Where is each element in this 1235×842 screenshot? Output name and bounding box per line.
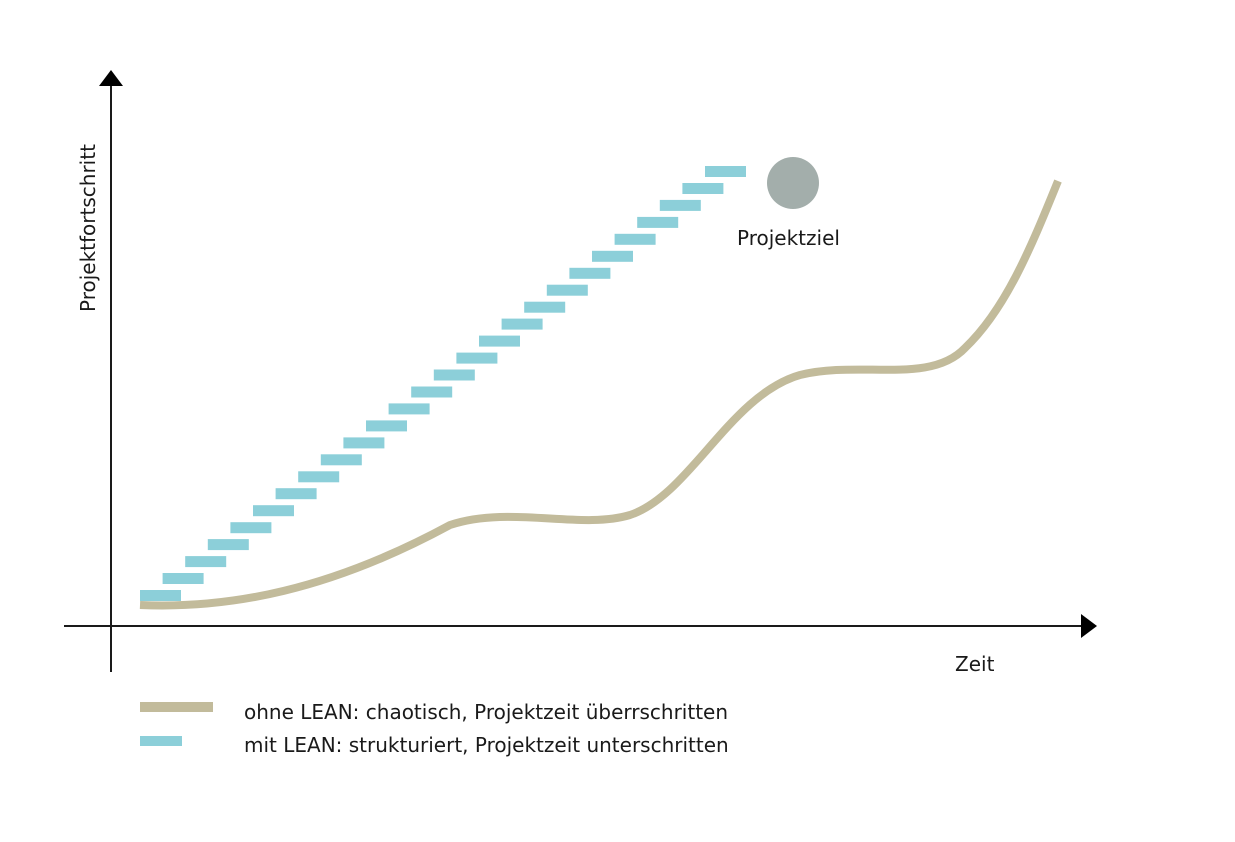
series-without-lean-curve (139, 179, 1062, 610)
staircase-step (298, 471, 340, 483)
axes (64, 70, 1097, 672)
staircase-step (275, 488, 317, 500)
staircase-step (569, 267, 611, 279)
staircase-step (343, 437, 385, 449)
legend: ohne LEAN: chaotisch, Projektzeit überrs… (140, 700, 729, 757)
staircase-step (185, 556, 227, 568)
x-axis-label: Zeit (955, 652, 995, 676)
legend-label-with-lean: mit LEAN: strukturiert, Projektzeit unte… (244, 733, 729, 757)
staircase-step (162, 573, 204, 584)
project-goal-marker (767, 157, 819, 209)
staircase-step (207, 539, 249, 551)
staircase-step (592, 250, 633, 262)
y-axis-label: Projektfortschritt (76, 144, 100, 312)
staircase-step (388, 403, 430, 415)
staircase-step (140, 590, 181, 601)
staircase-step (320, 454, 362, 466)
legend-swatch-without-lean (140, 702, 213, 712)
legend-swatch-with-lean (140, 736, 182, 746)
y-axis-arrow-icon (99, 70, 123, 86)
staircase-step (456, 352, 498, 364)
staircase-step (501, 318, 543, 330)
staircase-step (705, 166, 746, 177)
x-axis-arrow-icon (1081, 614, 1097, 638)
staircase-step (637, 216, 679, 228)
staircase-step (614, 233, 656, 245)
staircase-step (253, 505, 294, 517)
staircase-step (230, 522, 272, 534)
staircase-step (433, 369, 475, 381)
staircase-step (479, 335, 520, 347)
staircase-step (546, 284, 588, 296)
legend-label-without-lean: ohne LEAN: chaotisch, Projektzeit überrs… (244, 700, 728, 724)
staircase-step (411, 386, 453, 398)
staircase-step (366, 420, 407, 432)
staircase-step (524, 301, 566, 313)
staircase-step (659, 199, 701, 211)
staircase-step (682, 183, 724, 194)
series-with-lean-staircase (140, 166, 746, 601)
project-goal-label: Projektziel (737, 226, 840, 250)
